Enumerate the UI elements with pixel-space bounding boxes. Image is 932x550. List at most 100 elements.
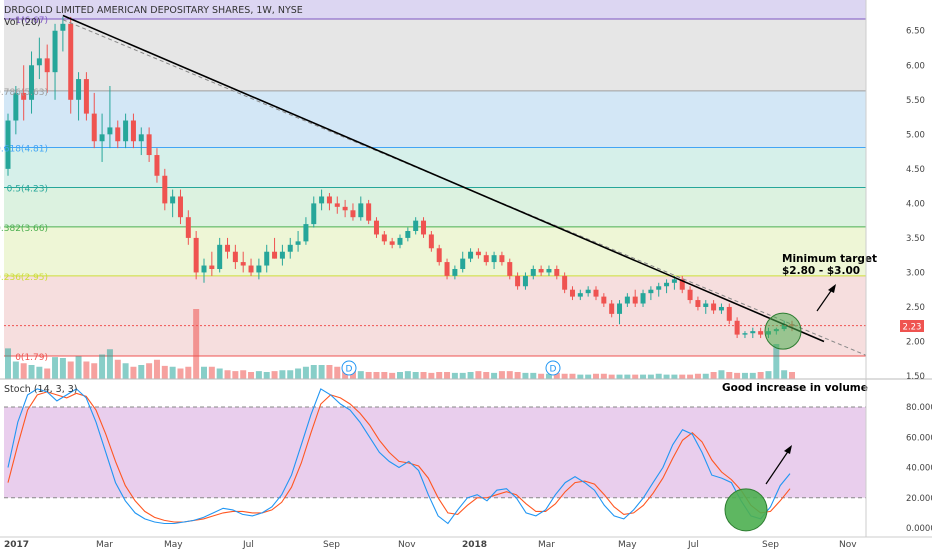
volume-bar [12,361,19,379]
fib-label: 1(6.67) [15,16,48,26]
stoch-arrow-head [784,445,792,454]
volume-bar [569,373,576,379]
volume-bar [451,372,458,379]
candle-body [468,251,474,259]
stochastic-tick: 60.0000 [906,433,932,443]
candle-body [577,293,583,297]
dividend-marker[interactable]: D [341,360,357,376]
time-tick: 2018 [462,540,487,550]
dividend-marker[interactable]: D [545,360,561,376]
candle [350,203,356,221]
candle-body [397,237,403,245]
time-tick: Mar [538,540,555,550]
candle [44,44,50,93]
candle [358,196,364,221]
price-tick: 4.00 [906,199,925,209]
candle-body [201,265,207,273]
candle-body [711,303,717,311]
breakout-highlight-circle [764,312,802,350]
volume-bar [655,373,662,379]
candle-body [679,279,685,290]
candle-body [640,293,646,304]
volume-bar [83,361,90,379]
volume-bar [44,368,51,379]
volume-bar [718,370,725,379]
candle [193,231,199,280]
volume-bar [318,365,325,379]
candle-body [515,275,521,287]
volume-bar [694,373,701,379]
candle-body [342,206,348,211]
candle-body [115,127,121,142]
candle [656,282,662,297]
candle [303,217,309,245]
candle-body [742,333,748,335]
candle [107,85,113,149]
candle-body [648,289,654,294]
candle-body [350,210,356,218]
candle-body [91,113,97,142]
candle-body [185,217,191,238]
candle [664,279,670,294]
candle-body [5,120,11,169]
candle [68,16,74,114]
candle [695,296,701,311]
candle-body [217,244,223,269]
candle [279,244,285,266]
candle-body [138,134,144,142]
volume-bar [585,374,592,379]
candle-body [554,268,560,276]
candle [444,258,450,280]
volume-bar [757,372,764,379]
volume-bar [577,374,584,379]
volume-bar [671,374,678,379]
volume-bar [310,365,317,379]
volume-bar [436,372,443,379]
fib-label: 0.786(5.63) [0,88,48,98]
candle-body [726,306,732,321]
volume-bar [663,374,670,379]
last-price-badge-box [900,320,924,332]
candle-body [99,134,105,142]
candle-body [609,303,615,314]
price-tick: 6.00 [906,61,925,71]
candle [138,127,144,156]
candle [264,244,270,273]
volume-bar [381,372,388,379]
candle [483,251,489,266]
candle-body [671,279,677,283]
volume-bar [781,370,788,379]
chart-title: DRDGOLD LIMITED AMERICAN DEPOSITARY SHAR… [4,5,303,16]
volume-bar [397,372,403,379]
candle [83,72,89,121]
candle [428,231,434,252]
candle-body [130,120,136,142]
candle-body [170,196,176,204]
candle [123,113,129,149]
fib-label: 0.5(4.23) [7,185,48,195]
volume-bar [710,372,717,379]
volume-bar [161,365,168,379]
candle [295,231,301,252]
candle [421,217,427,238]
candle [36,37,42,80]
candle-body [562,275,568,290]
candle-body [232,251,238,263]
volume-bar [741,372,748,379]
last-price-badge: 2.23 [900,320,924,333]
candle [389,237,395,249]
candle-body [209,265,215,269]
candle [326,193,332,211]
candle-body [530,268,536,276]
volume-bar [734,372,741,379]
price-tick: 2.00 [906,337,925,347]
candle [758,327,764,339]
candle [185,210,191,245]
volume-bar [765,371,772,379]
stochastic-pane: Good increase in volume Stoch (14, 3, 3) [4,382,868,532]
stochastic-tick: 0.0000 [906,524,932,534]
volume-bar [106,349,113,379]
stochastic-k-line [7,388,791,525]
candle-body [538,268,544,273]
